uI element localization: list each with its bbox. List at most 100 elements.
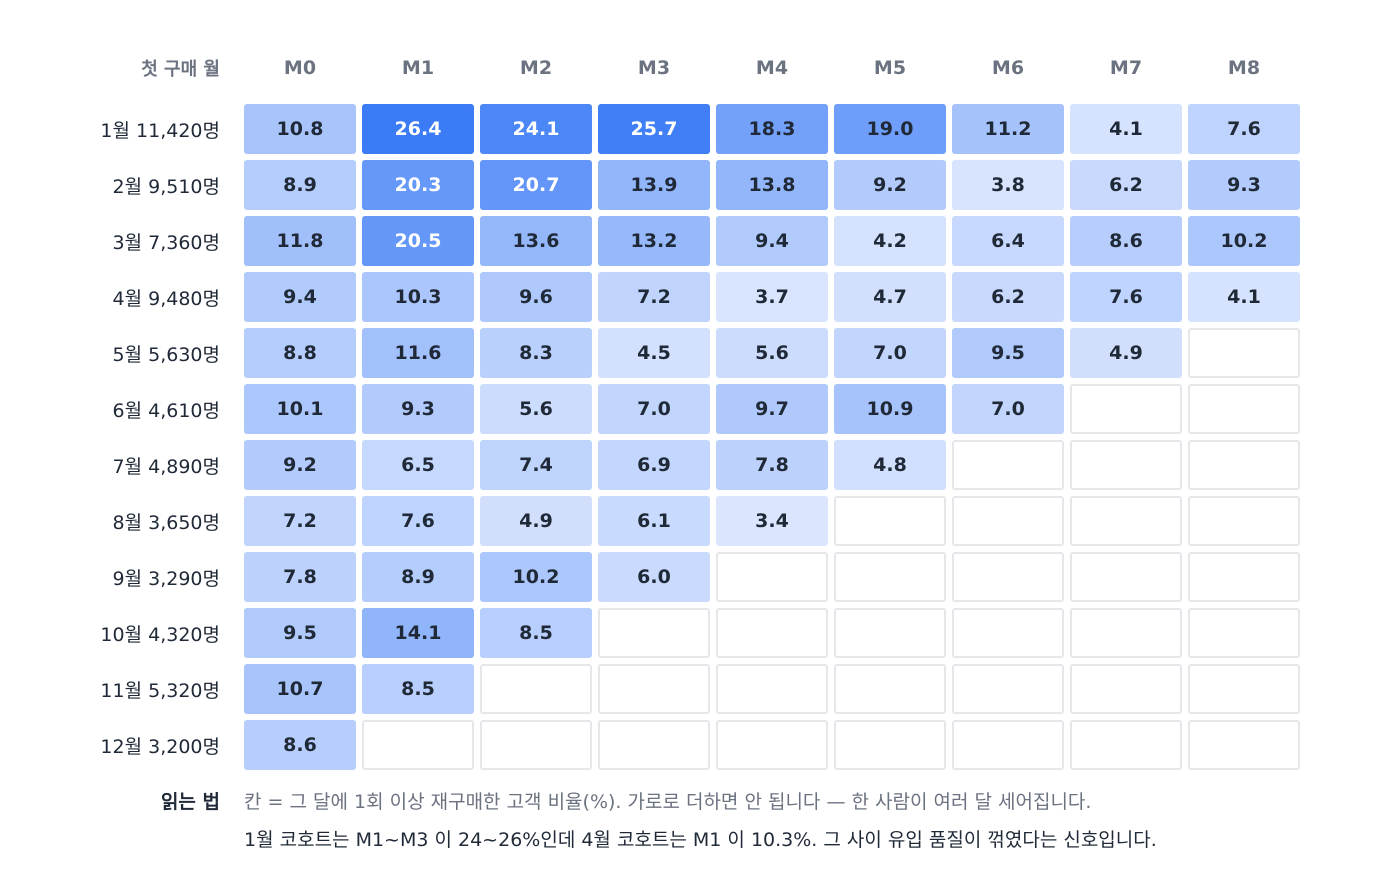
- heatmap-cell: 3.8: [952, 160, 1064, 210]
- row-label: 4월 9,480명: [112, 287, 220, 310]
- heatmap-cell: 8.9: [362, 552, 474, 602]
- heatmap-cell-empty: [362, 720, 474, 770]
- row-label: 10월 4,320명: [100, 623, 220, 646]
- heatmap-cell-empty: [1188, 496, 1300, 546]
- heatmap-cell: 4.9: [1070, 328, 1182, 378]
- heatmap-cell-empty: [1070, 720, 1182, 770]
- heatmap-cell: 7.6: [1070, 272, 1182, 322]
- heatmap-cell-empty: [834, 664, 946, 714]
- heatmap-cell: 8.6: [244, 720, 356, 770]
- heatmap-cell: 11.8: [244, 216, 356, 266]
- heatmap-cell: 7.0: [952, 384, 1064, 434]
- heatmap-cell: 9.2: [834, 160, 946, 210]
- heatmap-cell: 13.8: [716, 160, 828, 210]
- heatmap-cell-empty: [1188, 552, 1300, 602]
- heatmap-cell: 25.7: [598, 104, 710, 154]
- heatmap-cell-empty: [598, 720, 710, 770]
- legend-title: 읽는 법: [160, 790, 220, 813]
- heatmap-cell-empty: [716, 664, 828, 714]
- heatmap-cell: 9.6: [480, 272, 592, 322]
- row-label: 9월 3,290명: [112, 567, 220, 590]
- heatmap-cell: 9.4: [716, 216, 828, 266]
- heatmap-cell: 9.4: [244, 272, 356, 322]
- heatmap-cell: 7.0: [598, 384, 710, 434]
- heatmap-cell: 14.1: [362, 608, 474, 658]
- heatmap-cell: 6.2: [1070, 160, 1182, 210]
- heatmap-cell-empty: [1070, 440, 1182, 490]
- heatmap-cell: 6.5: [362, 440, 474, 490]
- heatmap-cell: 10.1: [244, 384, 356, 434]
- heatmap-cell: 6.1: [598, 496, 710, 546]
- heatmap-cell: 10.7: [244, 664, 356, 714]
- column-header-m6: M6: [991, 57, 1025, 79]
- heatmap-cell-empty: [952, 608, 1064, 658]
- heatmap-cell: 9.5: [952, 328, 1064, 378]
- row-label: 7월 4,890명: [112, 455, 220, 478]
- heatmap-cell: 3.7: [716, 272, 828, 322]
- row-label: 1월 11,420명: [100, 119, 220, 142]
- heatmap-cell-empty: [952, 664, 1064, 714]
- heatmap-cell: 8.8: [244, 328, 356, 378]
- column-header-m7: M7: [1109, 57, 1143, 79]
- row-label: 8월 3,650명: [112, 511, 220, 534]
- heatmap-cell: 13.2: [598, 216, 710, 266]
- heatmap-cell: 7.8: [244, 552, 356, 602]
- heatmap-cell: 8.5: [480, 608, 592, 658]
- column-header-m4: M4: [755, 57, 789, 79]
- heatmap-cell-empty: [480, 720, 592, 770]
- heatmap-cell: 7.6: [1188, 104, 1300, 154]
- heatmap-cell-empty: [1070, 664, 1182, 714]
- heatmap-cell: 9.3: [362, 384, 474, 434]
- heatmap-cell: 10.9: [834, 384, 946, 434]
- heatmap-cell: 19.0: [834, 104, 946, 154]
- heatmap-cell-empty: [1188, 440, 1300, 490]
- heatmap-cell: 8.9: [244, 160, 356, 210]
- row-label: 3월 7,360명: [112, 231, 220, 254]
- heatmap-cell: 20.3: [362, 160, 474, 210]
- heatmap-cell-empty: [1188, 384, 1300, 434]
- heatmap-cell: 9.3: [1188, 160, 1300, 210]
- heatmap-cell-empty: [716, 608, 828, 658]
- heatmap-cell-empty: [834, 720, 946, 770]
- column-header-m0: M0: [283, 57, 317, 79]
- row-header-label: 첫 구매 월: [141, 59, 220, 80]
- legend-line-1: 칸 = 그 달에 1회 이상 재구매한 고객 비율(%). 가로로 더하면 안 …: [244, 790, 1092, 813]
- heatmap-cell-empty: [1070, 384, 1182, 434]
- heatmap-cell: 8.5: [362, 664, 474, 714]
- heatmap-cell: 6.0: [598, 552, 710, 602]
- heatmap-cell-empty: [834, 496, 946, 546]
- heatmap-cell: 6.2: [952, 272, 1064, 322]
- heatmap-cell: 20.7: [480, 160, 592, 210]
- heatmap-cell: 9.2: [244, 440, 356, 490]
- heatmap-cell: 24.1: [480, 104, 592, 154]
- legend-line-2: 1월 코호트는 M1~M3 이 24~26%인데 4월 코호트는 M1 이 10…: [244, 828, 1157, 851]
- heatmap-cell: 4.1: [1070, 104, 1182, 154]
- heatmap-cell: 11.2: [952, 104, 1064, 154]
- heatmap-cell-empty: [716, 552, 828, 602]
- row-label: 12월 3,200명: [100, 735, 220, 758]
- heatmap-cell: 10.8: [244, 104, 356, 154]
- row-label: 5월 5,630명: [112, 343, 220, 366]
- heatmap-cell: 26.4: [362, 104, 474, 154]
- heatmap-cell: 18.3: [716, 104, 828, 154]
- heatmap-cell: 7.4: [480, 440, 592, 490]
- heatmap-cell-empty: [716, 720, 828, 770]
- column-header-m3: M3: [637, 57, 671, 79]
- row-label: 6월 4,610명: [112, 399, 220, 422]
- heatmap-cell: 7.2: [598, 272, 710, 322]
- heatmap-cell-empty: [1188, 328, 1300, 378]
- row-label: 11월 5,320명: [100, 679, 220, 702]
- column-header-m2: M2: [519, 57, 553, 79]
- heatmap-cell: 4.5: [598, 328, 710, 378]
- heatmap-cell: 7.0: [834, 328, 946, 378]
- heatmap-cell: 13.9: [598, 160, 710, 210]
- heatmap-cell-empty: [952, 440, 1064, 490]
- heatmap-cell: 9.7: [716, 384, 828, 434]
- heatmap-cell: 5.6: [480, 384, 592, 434]
- heatmap-cell: 6.9: [598, 440, 710, 490]
- heatmap-cell-empty: [952, 496, 1064, 546]
- heatmap-cell: 10.2: [1188, 216, 1300, 266]
- heatmap-cell: 11.6: [362, 328, 474, 378]
- heatmap-cell-empty: [598, 608, 710, 658]
- heatmap-cell-empty: [952, 552, 1064, 602]
